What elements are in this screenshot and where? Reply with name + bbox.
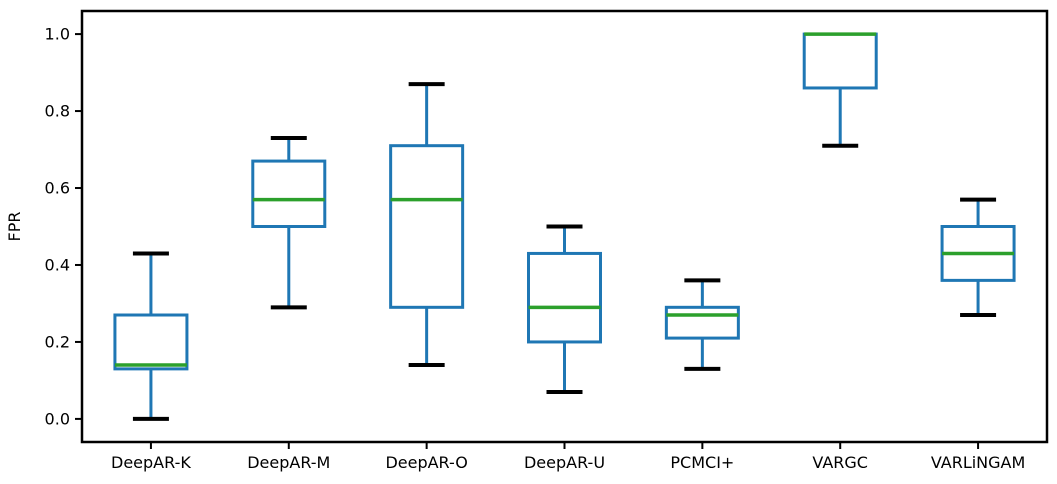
y-tick-label-0.8: 0.8 xyxy=(45,102,70,121)
box-DeepAR-K xyxy=(113,313,189,371)
box-DeepAR-O xyxy=(389,144,465,309)
x-tick-label-VARLiNGAM: VARLiNGAM xyxy=(931,453,1025,472)
box-DeepAR-M xyxy=(251,159,327,228)
x-tick-label-PCMCI+: PCMCI+ xyxy=(670,453,734,472)
x-tick-label-DeepAR-M: DeepAR-M xyxy=(247,453,330,472)
x-tick-label-VARGC: VARGC xyxy=(812,453,868,472)
y-axis-label: FPR xyxy=(5,212,24,242)
box-PCMCI+ xyxy=(664,305,740,340)
x-tick-label-DeepAR-K: DeepAR-K xyxy=(111,453,191,472)
box-DeepAR-U xyxy=(527,251,602,344)
y-tick-label-1.0: 1.0 xyxy=(45,25,70,44)
y-tick-label-0.0: 0.0 xyxy=(45,409,70,428)
x-tick-label-DeepAR-O: DeepAR-O xyxy=(385,453,467,472)
y-tick-label-0.4: 0.4 xyxy=(45,255,70,274)
y-tick-label-0.6: 0.6 xyxy=(45,179,70,198)
y-tick-label-0.2: 0.2 xyxy=(45,332,70,351)
x-tick-label-DeepAR-U: DeepAR-U xyxy=(524,453,605,472)
